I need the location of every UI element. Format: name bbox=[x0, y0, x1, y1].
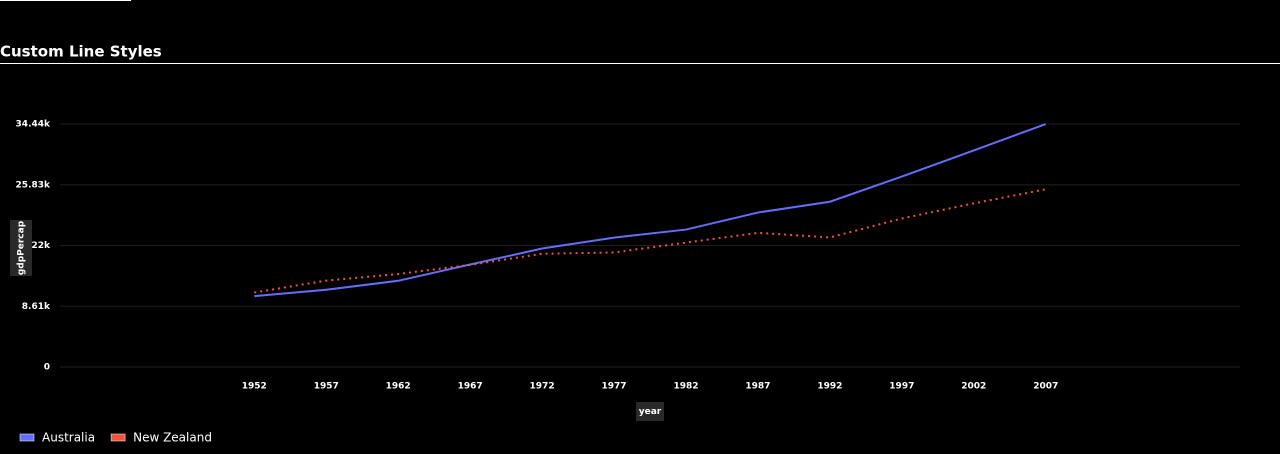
y-tick-label: 22k bbox=[31, 241, 51, 251]
series-line bbox=[254, 188, 1046, 294]
x-tick-label: 1992 bbox=[817, 382, 842, 392]
legend-swatch bbox=[19, 433, 35, 442]
y-title-box bbox=[10, 220, 32, 276]
y-axis-title: gdpPercap bbox=[17, 220, 27, 275]
x-tick-label: 1987 bbox=[745, 382, 770, 392]
x-tick-label: 1952 bbox=[242, 382, 267, 392]
x-tick-label: 1982 bbox=[673, 382, 698, 392]
legend-label: Australia bbox=[42, 431, 95, 445]
legend-swatch bbox=[110, 433, 126, 442]
x-tick-label: 1997 bbox=[889, 382, 914, 392]
y-tick-label: 8.61k bbox=[22, 302, 51, 312]
chart-title: Custom Line Styles bbox=[0, 43, 162, 61]
x-tick-label: 1972 bbox=[530, 382, 555, 392]
x-tick-label: 1977 bbox=[601, 382, 626, 392]
x-tick-label: 2007 bbox=[1033, 382, 1058, 392]
x-title-box bbox=[636, 402, 664, 421]
x-tick-label: 1957 bbox=[314, 382, 339, 392]
x-tick-label: 1962 bbox=[386, 382, 411, 392]
x-tick-label: 2002 bbox=[961, 382, 986, 392]
y-tick-label: 25.83k bbox=[16, 180, 51, 190]
y-tick-label: 34.44k bbox=[16, 120, 51, 130]
x-axis-title: year bbox=[639, 407, 662, 417]
series-line bbox=[254, 123, 1047, 298]
y-tick-label: 0 bbox=[44, 363, 50, 373]
x-tick-label: 1967 bbox=[458, 382, 483, 392]
legend-label: New Zealand bbox=[133, 431, 212, 445]
